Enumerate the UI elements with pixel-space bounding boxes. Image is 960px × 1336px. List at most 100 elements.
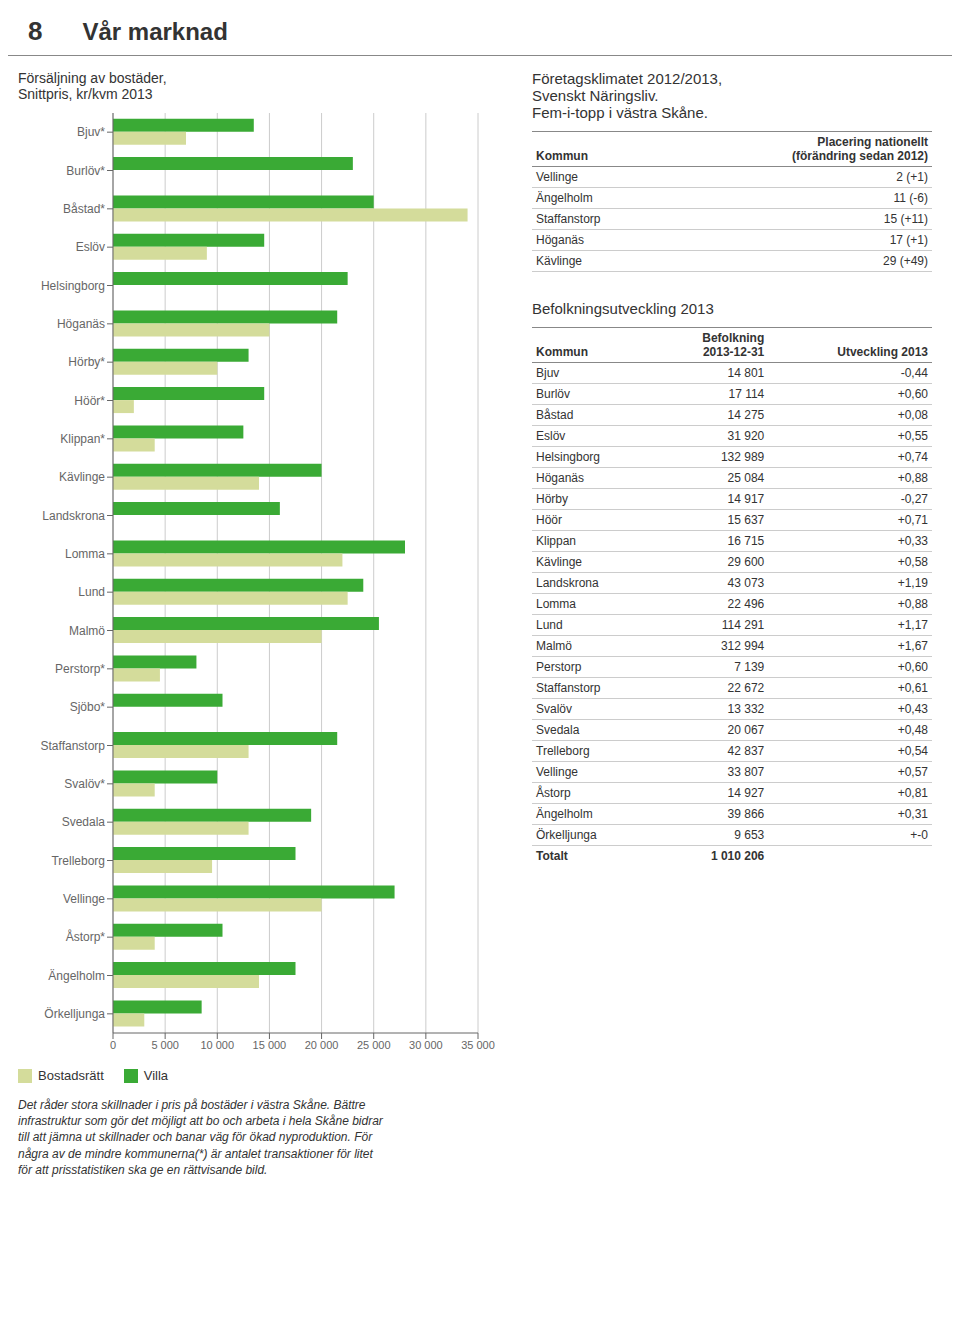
html-text:11 (-6): 11 (-6) bbox=[893, 191, 928, 205]
html-text:+0,88: +0,88 bbox=[897, 471, 928, 485]
svg-text:Vellinge: Vellinge bbox=[63, 892, 105, 906]
svg-text:10 000: 10 000 bbox=[200, 1039, 234, 1051]
html-text:Lomma: Lomma bbox=[536, 597, 576, 611]
html-text:+0,74: +0,74 bbox=[897, 450, 928, 464]
svg-text:5 000: 5 000 bbox=[151, 1039, 179, 1051]
html-text:+0,71: +0,71 bbox=[897, 513, 928, 527]
html-text:+0,60: +0,60 bbox=[897, 387, 928, 401]
html-text:Eslöv: Eslöv bbox=[536, 429, 566, 443]
html-text:-0,27: -0,27 bbox=[900, 492, 928, 506]
svg-text:25 000: 25 000 bbox=[357, 1039, 391, 1051]
svg-text:Ängelholm: Ängelholm bbox=[48, 969, 105, 983]
html-text:Villa: Villa bbox=[143, 1068, 169, 1083]
html-text:Burlöv: Burlöv bbox=[536, 387, 570, 401]
svg-text:20 000: 20 000 bbox=[305, 1039, 339, 1051]
html-text:+1,19: +1,19 bbox=[897, 576, 928, 590]
html-text:Kävlinge: Kävlinge bbox=[536, 555, 582, 569]
svg-text:Landskrona: Landskrona bbox=[42, 509, 105, 523]
html-text:15 637: 15 637 bbox=[727, 513, 765, 527]
html-text:+0,08: +0,08 bbox=[897, 408, 928, 422]
svg-text:Malmö: Malmö bbox=[69, 624, 105, 638]
svg-text:Helsingborg: Helsingborg bbox=[41, 279, 105, 293]
html-text:Helsingborg: Helsingborg bbox=[536, 450, 600, 464]
html-text:Befolkning 2013-12-31: Befolkning 2013-12-31 bbox=[702, 331, 765, 359]
html-text:16 715: 16 715 bbox=[727, 534, 765, 548]
html-text:14 917: 14 917 bbox=[727, 492, 765, 506]
svg-text:Höganäs: Höganäs bbox=[57, 317, 105, 331]
html-text:+0,58: +0,58 bbox=[897, 555, 928, 569]
html-text:+0,33: +0,33 bbox=[897, 534, 928, 548]
svg-text:Lund: Lund bbox=[78, 585, 105, 599]
html-text:Höganäs: Höganäs bbox=[536, 471, 584, 485]
svg-text:35 000: 35 000 bbox=[461, 1039, 495, 1051]
svg-text:Burlöv*: Burlöv* bbox=[66, 164, 105, 178]
html-text:Vår marknad: Vår marknad bbox=[82, 17, 228, 45]
svg-text:Eslöv: Eslöv bbox=[76, 240, 105, 254]
html-text:7 139: 7 139 bbox=[734, 660, 765, 674]
html-text:15 (+11): 15 (+11) bbox=[883, 212, 928, 226]
html-text:2 (+1): 2 (+1) bbox=[896, 170, 928, 184]
html-text:+1,67: +1,67 bbox=[897, 639, 928, 653]
html-text:17 114: 17 114 bbox=[728, 387, 765, 401]
html-text:132 989: 132 989 bbox=[720, 450, 765, 464]
svg-text:Trelleborg: Trelleborg bbox=[51, 854, 105, 868]
svg-text:Bjuv*: Bjuv* bbox=[77, 125, 105, 139]
svg-text:Sjöbo*: Sjöbo* bbox=[70, 700, 106, 714]
html-text:Vellinge: Vellinge bbox=[536, 170, 578, 184]
html-text:14 801: 14 801 bbox=[727, 366, 765, 380]
html-text:+0,60: +0,60 bbox=[897, 660, 928, 674]
html-text:31 920: 31 920 bbox=[727, 429, 765, 443]
svg-text:Åstorp*: Åstorp* bbox=[66, 929, 106, 944]
html-text:Malmö: Malmö bbox=[536, 639, 572, 653]
html-text:Kommun: Kommun bbox=[536, 345, 588, 359]
svg-text:Lomma: Lomma bbox=[65, 547, 105, 561]
html-text:+0,88: +0,88 bbox=[897, 597, 928, 611]
html-text:Utveckling 2013: Utveckling 2013 bbox=[837, 345, 928, 359]
html-text:22 496: 22 496 bbox=[727, 597, 765, 611]
html-text:Bostadsrätt: Bostadsrätt bbox=[38, 1068, 104, 1083]
html-text:Försäljning av bostäder, Snitt: Försäljning av bostäder, Snittpris, kr/k… bbox=[18, 70, 167, 102]
svg-text:Staffanstorp: Staffanstorp bbox=[41, 739, 106, 753]
html-text:312 994: 312 994 bbox=[720, 639, 765, 653]
svg-text:Perstorp*: Perstorp* bbox=[55, 662, 105, 676]
html-text:29 600: 29 600 bbox=[727, 555, 765, 569]
svg-text:Örkelljunga: Örkelljunga bbox=[44, 1007, 105, 1021]
svg-text:Svedala: Svedala bbox=[62, 815, 106, 829]
html-text:Befolkningsutveckling 2013: Befolkningsutveckling 2013 bbox=[532, 300, 714, 317]
html-text:-0,44: -0,44 bbox=[900, 366, 928, 380]
html-text:Kävlinge: Kävlinge bbox=[536, 254, 582, 268]
html-text:Perstorp: Perstorp bbox=[536, 660, 582, 674]
html-text:Klippan: Klippan bbox=[536, 534, 576, 548]
html-text:Lund: Lund bbox=[536, 618, 563, 632]
html-text:8: 8 bbox=[28, 16, 43, 46]
html-text:Båstad: Båstad bbox=[536, 408, 574, 422]
html-text:43 073: 43 073 bbox=[727, 576, 765, 590]
html-text:Det råder stora skillnader i p: Det råder stora skillnader i pris på bos… bbox=[18, 1098, 383, 1177]
svg-text:Höör*: Höör* bbox=[74, 394, 105, 408]
html-text:Placering nationellt (förändri: Placering nationellt (förändring sedan 2… bbox=[792, 135, 928, 163]
html-text:114 291: 114 291 bbox=[721, 618, 765, 632]
html-text:Höganäs: Höganäs bbox=[536, 233, 584, 247]
svg-text:0: 0 bbox=[110, 1039, 116, 1051]
html-text:Företagsklimatet 2012/2013, Sv: Företagsklimatet 2012/2013, Svenskt Näri… bbox=[532, 70, 723, 121]
svg-text:Klippan*: Klippan* bbox=[60, 432, 105, 446]
html-text:Bjuv: Bjuv bbox=[536, 366, 560, 380]
html-text:29 (+49): 29 (+49) bbox=[883, 254, 928, 268]
html-text:Kommun: Kommun bbox=[536, 149, 588, 163]
html-text:14 275: 14 275 bbox=[727, 408, 765, 422]
html-text:17 (+1): 17 (+1) bbox=[889, 233, 928, 247]
svg-text:30 000: 30 000 bbox=[409, 1039, 443, 1051]
html-text:+1,17: +1,17 bbox=[897, 618, 928, 632]
html-text:Ängelholm: Ängelholm bbox=[536, 191, 593, 205]
html-text:Staffanstorp: Staffanstorp bbox=[536, 212, 601, 226]
svg-text:Svalöv*: Svalöv* bbox=[64, 777, 105, 791]
html-text:Hörby: Hörby bbox=[536, 492, 568, 506]
svg-text:Hörby*: Hörby* bbox=[68, 355, 105, 369]
svg-text:Båstad*: Båstad* bbox=[63, 202, 105, 216]
svg-text:15 000: 15 000 bbox=[253, 1039, 287, 1051]
html-text:Landskrona: Landskrona bbox=[536, 576, 599, 590]
svg-text:Kävlinge: Kävlinge bbox=[59, 470, 105, 484]
html-text:Höör: Höör bbox=[536, 513, 562, 527]
html-text:25 084: 25 084 bbox=[727, 471, 765, 485]
html-text:+0,55: +0,55 bbox=[897, 429, 928, 443]
